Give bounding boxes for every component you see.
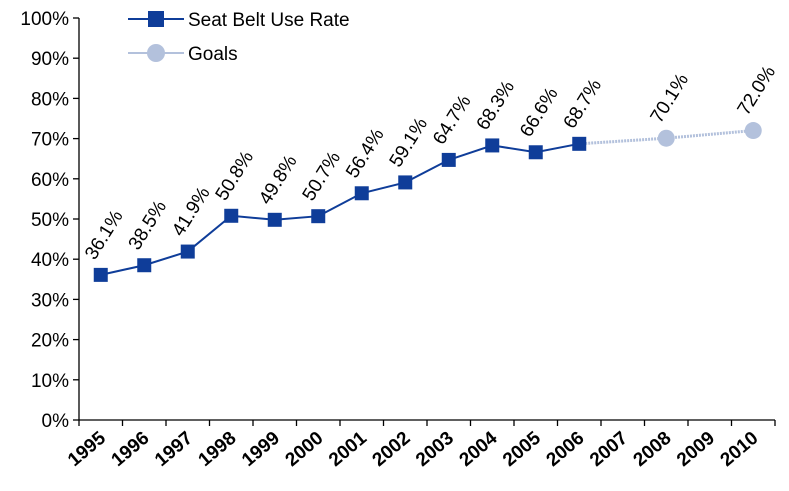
x-tick-label: 1999 <box>238 428 284 471</box>
y-tick-label: 60% <box>31 170 69 191</box>
seat-belt-data-label: 41.9% <box>168 183 214 240</box>
y-tick-label: 40% <box>31 250 69 271</box>
seat-belt-point <box>398 175 413 190</box>
seat-belt-data-label: 50.8% <box>212 148 258 205</box>
y-tick-label: 20% <box>31 331 69 352</box>
x-tick-label: 1995 <box>64 427 110 471</box>
seat-belt-point <box>180 244 195 259</box>
seat-belt-point <box>137 258 152 273</box>
seat-belt-point <box>354 186 369 201</box>
series-markers <box>93 122 762 282</box>
goal-data-label: 70.1% <box>647 70 693 127</box>
x-tick-label: 1998 <box>195 428 241 471</box>
seat-belt-data-label: 38.5% <box>125 197 171 254</box>
y-tick-label: 100% <box>20 9 69 30</box>
x-tick-label: 2000 <box>282 428 328 471</box>
legend: Seat Belt Use Rate Goals <box>128 10 350 65</box>
legend-marker-seat-belt <box>148 11 164 27</box>
legend-label-goals: Goals <box>188 44 238 65</box>
x-tick-label: 2008 <box>630 428 676 471</box>
seat-belt-point <box>224 208 239 223</box>
seat-belt-data-label: 68.7% <box>560 76 606 133</box>
y-tick-label: 10% <box>31 371 69 392</box>
seat-belt-point <box>93 267 108 282</box>
seat-belt-data-label: 56.4% <box>342 125 388 182</box>
legend-label-seat-belt: Seat Belt Use Rate <box>188 10 350 31</box>
y-tick-label: 90% <box>31 49 69 70</box>
x-tick-label: 2004 <box>456 427 502 471</box>
seat-belt-point <box>267 212 282 227</box>
seat-belt-data-label: 66.6% <box>516 84 562 141</box>
y-tick-label: 70% <box>31 130 69 151</box>
x-tick-label: 2006 <box>543 428 589 471</box>
seat-belt-data-label: 36.1% <box>81 207 127 264</box>
goal-data-label: 72.0% <box>734 62 780 119</box>
seat-belt-line <box>100 142 580 276</box>
x-tick-label: 2009 <box>673 428 719 471</box>
x-tick-label: 2002 <box>369 428 415 471</box>
seat-belt-point <box>441 152 456 167</box>
y-tick-label: 80% <box>31 89 69 110</box>
x-tick-label: 2001 <box>325 427 371 471</box>
seat-belt-point <box>572 136 587 151</box>
y-tick-label: 0% <box>42 411 70 432</box>
seat-belt-data-label: 49.8% <box>255 152 301 209</box>
legend-marker-goals <box>147 44 165 62</box>
seat-belt-data-label: 59.1% <box>386 114 432 171</box>
seat-belt-data-label: 50.7% <box>299 148 345 205</box>
x-tick-label: 1996 <box>108 428 154 471</box>
goal-point <box>744 122 762 140</box>
x-tick-label: 2003 <box>412 428 458 471</box>
x-tick-label: 2005 <box>499 427 545 471</box>
seat-belt-point <box>311 209 326 224</box>
seat-belt-data-label: 68.3% <box>473 77 519 134</box>
x-tick-label: 1997 <box>151 428 197 471</box>
data-labels: 36.1%38.5%41.9%50.8%49.8%50.7%56.4%59.1%… <box>81 62 780 263</box>
goal-point <box>657 129 675 147</box>
seat-belt-point <box>528 145 543 160</box>
y-tick-label: 50% <box>31 210 69 231</box>
seat-belt-point <box>485 138 500 153</box>
x-tick-label: 2010 <box>717 428 763 471</box>
seat-belt-data-label: 64.7% <box>429 92 475 149</box>
x-tick-label: 2007 <box>586 428 632 471</box>
y-tick-label: 30% <box>31 290 69 311</box>
